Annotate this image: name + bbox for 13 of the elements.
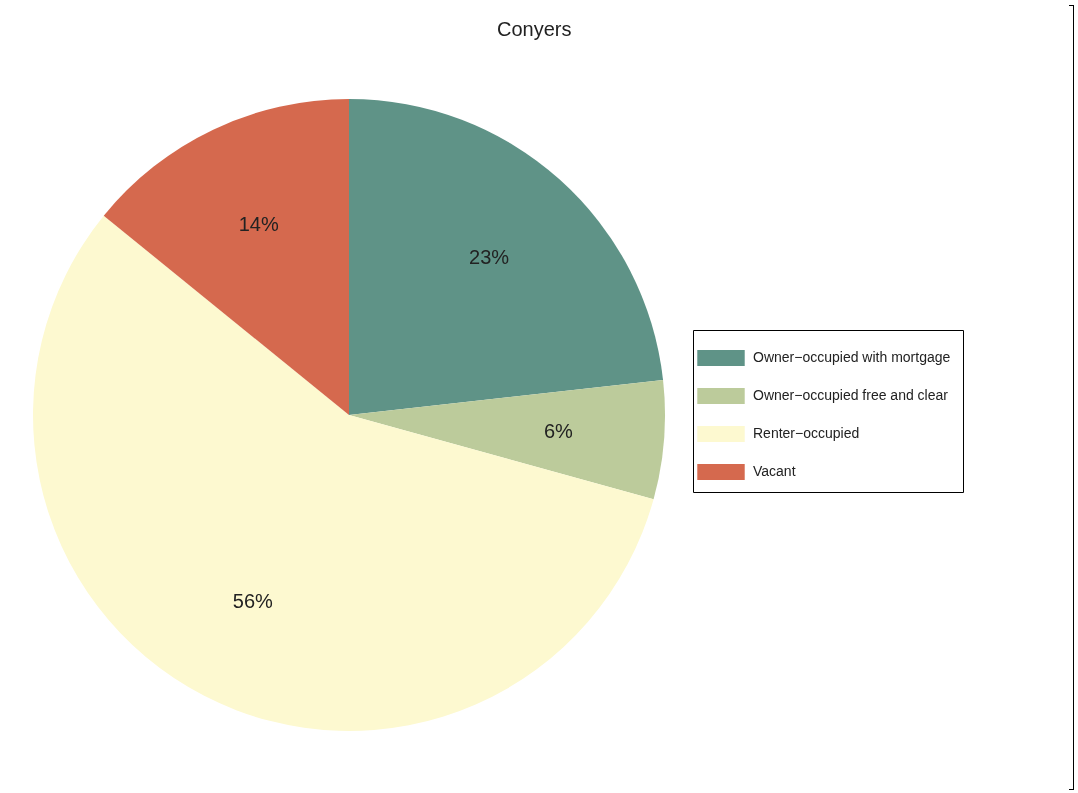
legend-label: Vacant (753, 463, 796, 479)
pie-slice (349, 379, 665, 500)
data-label: 6% (543, 419, 574, 442)
legend-label: Owner−occupied free and clear (753, 387, 949, 403)
chart-title: Conyers (497, 18, 572, 40)
data-label: 56% (232, 589, 273, 612)
pie-slice (103, 99, 349, 415)
data-label: 23% (469, 246, 510, 269)
pie-slice (349, 99, 664, 415)
data-label: 14% (238, 213, 279, 236)
legend-label: Owner−occupied with mortgage (753, 349, 951, 365)
legend-label: Renter−occupied (753, 425, 860, 441)
pie-slice (33, 215, 654, 731)
